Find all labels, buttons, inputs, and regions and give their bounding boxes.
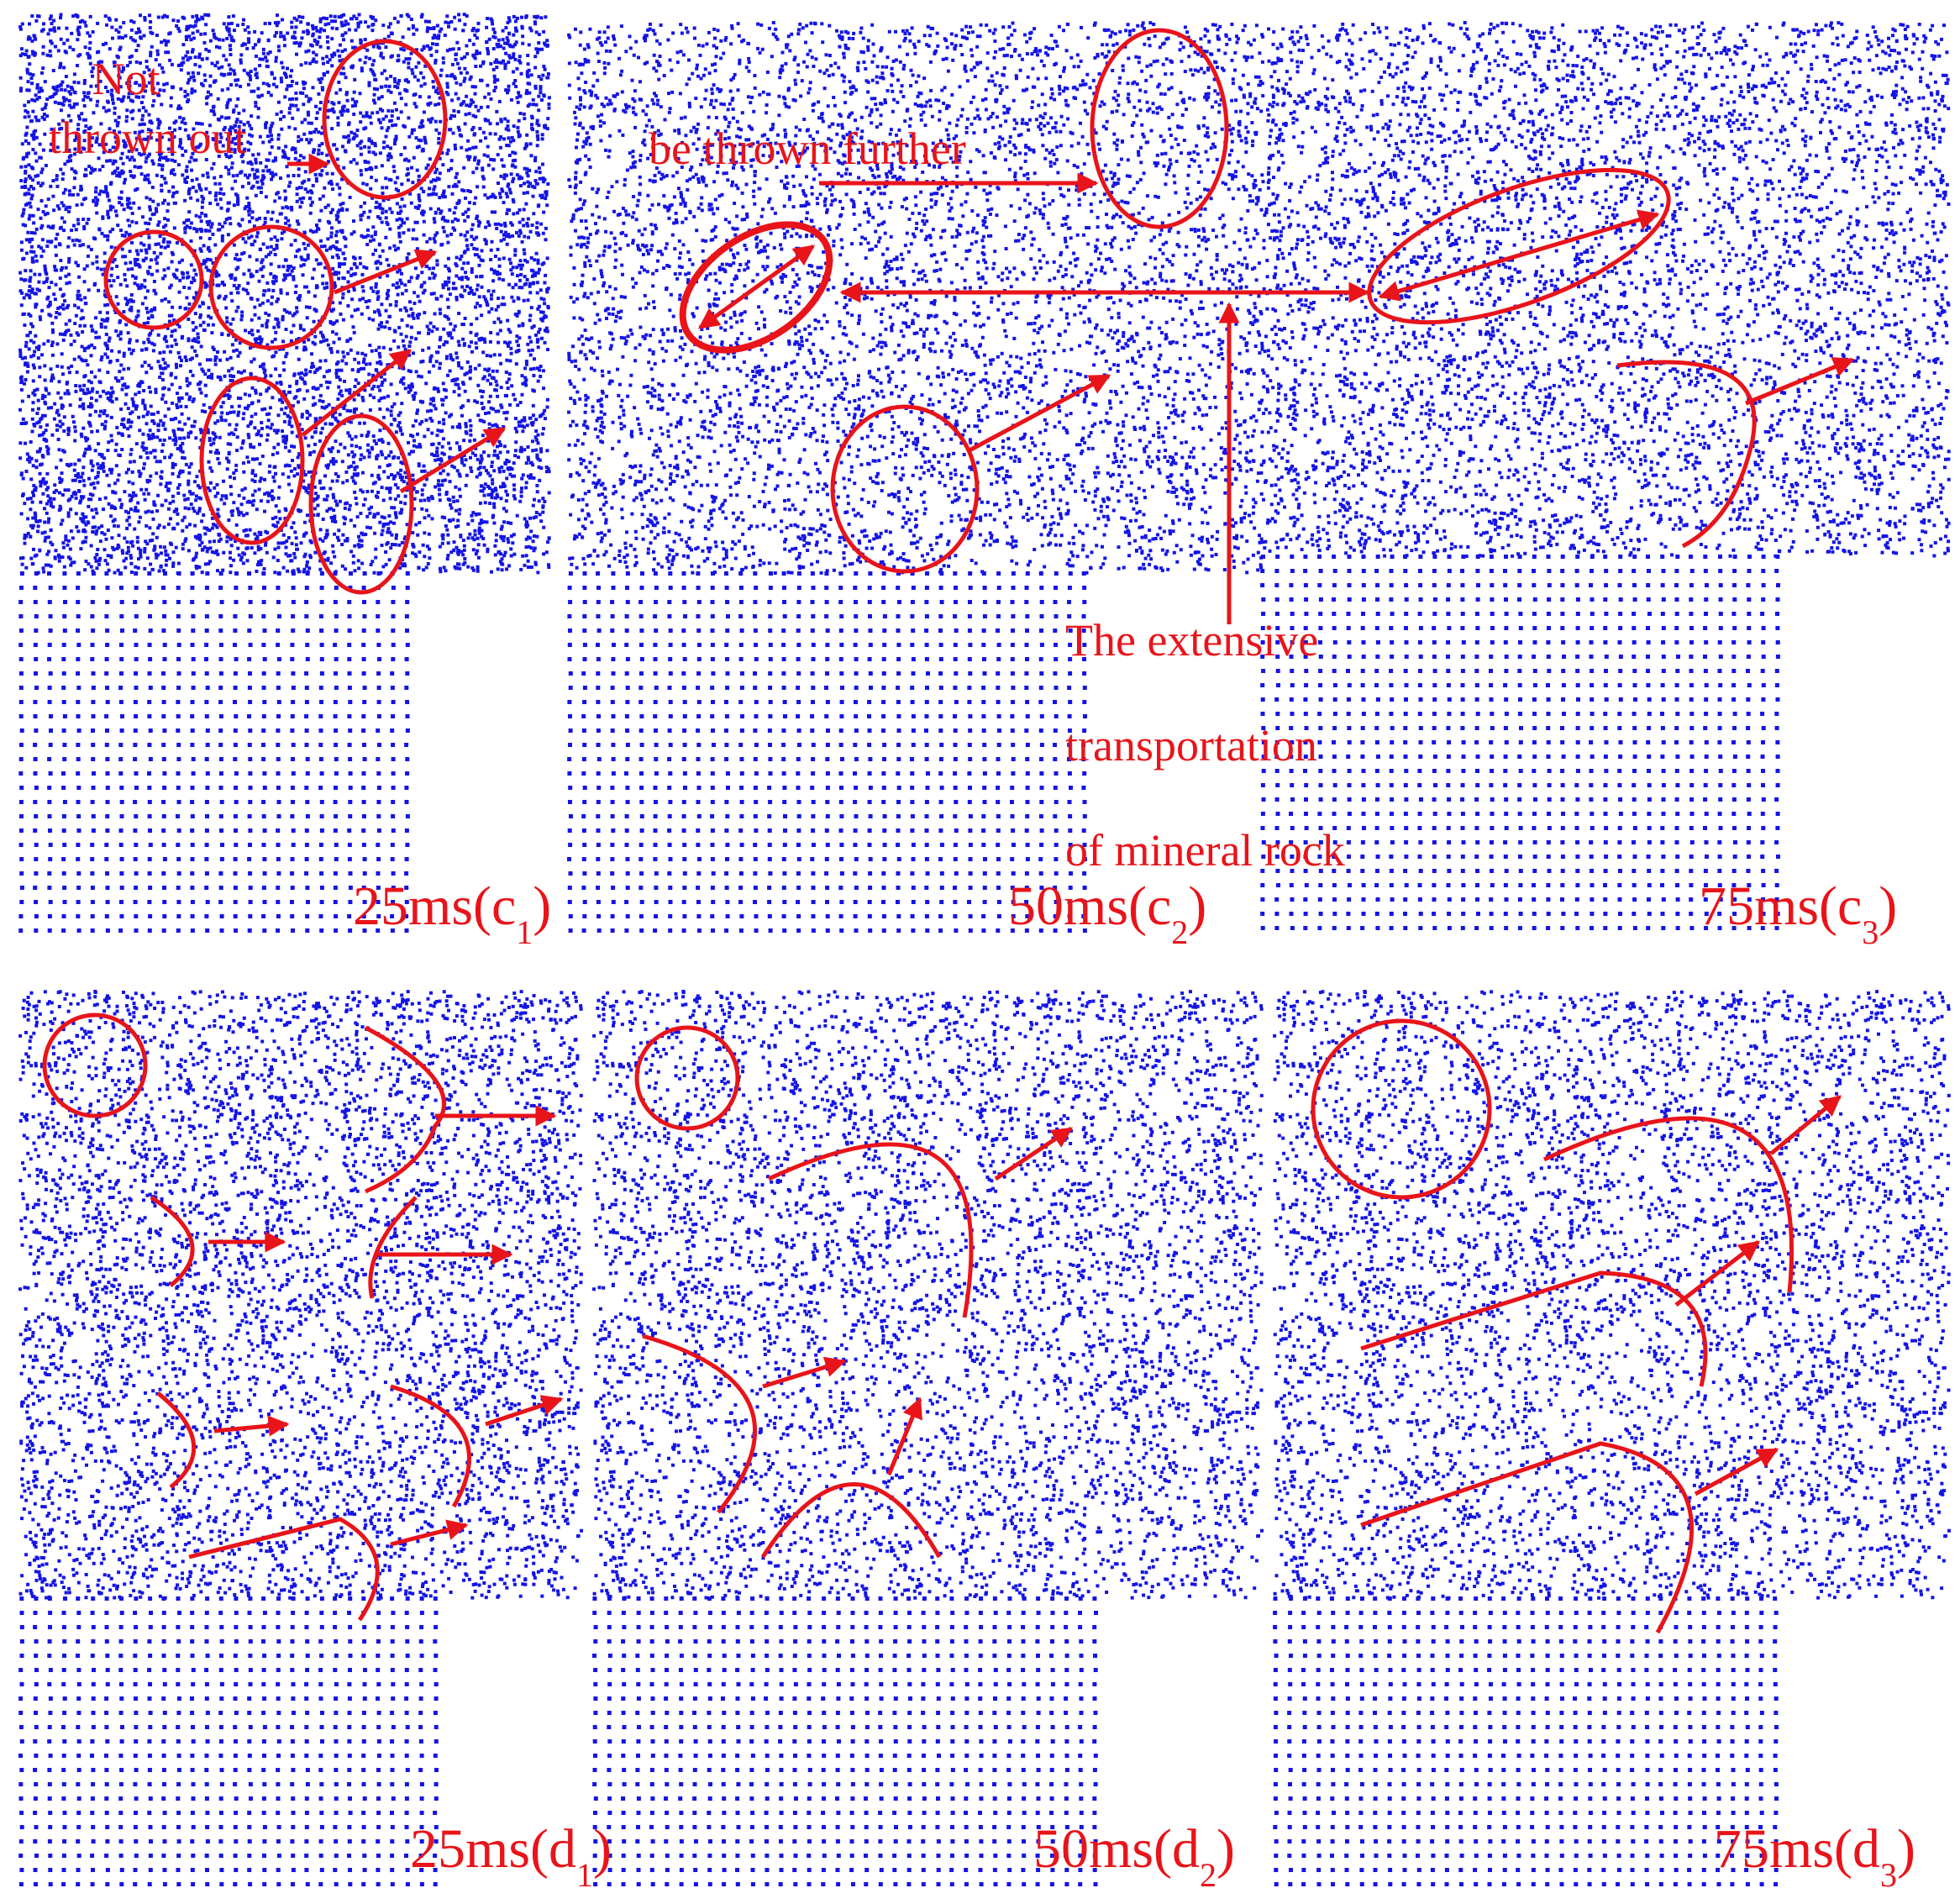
arc [364, 1025, 446, 1194]
label-close: ) [1216, 1818, 1235, 1880]
particle-grid [1260, 555, 1780, 930]
panel-label: 25ms(c1) [353, 876, 551, 951]
panel-labels: 25ms(c1) 50ms(c2) 75ms(c3)25ms(d1) 50ms(d2)… [353, 876, 1915, 1894]
label-text: 75ms(d [1714, 1818, 1880, 1880]
arrow [485, 1395, 564, 1427]
arrow [334, 249, 438, 295]
circle [634, 1025, 740, 1131]
arc [188, 1517, 380, 1622]
label-subscript: 1 [576, 1856, 593, 1894]
arrow [301, 349, 412, 437]
arc [156, 1391, 197, 1489]
circle [208, 224, 334, 350]
annotation: transportation [1065, 720, 1317, 771]
arrow [1769, 1095, 1842, 1155]
arc [150, 1195, 195, 1287]
particle-cloud [18, 990, 583, 1600]
label-text: 50ms(d [1033, 1818, 1200, 1880]
annotation: thrown out [49, 113, 247, 163]
particle-cloud [567, 21, 1264, 575]
circle [1367, 167, 1671, 325]
label-subscript: 3 [1880, 1856, 1897, 1894]
arrow [1378, 209, 1660, 302]
arrow [399, 426, 507, 494]
arc [1360, 1441, 1695, 1634]
label-subscript: 2 [1171, 913, 1188, 951]
arrow [1745, 356, 1855, 406]
arrow [697, 244, 816, 330]
arrow [886, 1396, 923, 1475]
label-close: ) [593, 1818, 612, 1880]
annotation: be thrown further [649, 124, 966, 174]
arc [1616, 360, 1757, 549]
particle-clouds [18, 13, 1951, 1886]
particle-grid [18, 571, 410, 933]
label-text: 50ms(c [1008, 876, 1171, 937]
label-text: 75ms(c [1699, 876, 1862, 937]
particle-cloud [592, 990, 1264, 1600]
panel-label: 25ms(d1) [410, 1818, 612, 1894]
arc [642, 1333, 758, 1514]
arrow [994, 1126, 1074, 1181]
arc [1360, 1270, 1708, 1387]
arrow [1674, 1240, 1760, 1307]
circle [322, 39, 448, 200]
arc [368, 1196, 418, 1299]
circle [103, 229, 204, 330]
particle-grid [567, 571, 1087, 933]
particle-cloud [18, 13, 551, 576]
label-text: 25ms(d [410, 1818, 576, 1880]
annotation: of mineral rock [1065, 825, 1345, 876]
circle [1090, 28, 1229, 229]
circle [199, 376, 305, 545]
panel-label: 50ms(d2) [1033, 1818, 1235, 1894]
label-subscript: 3 [1862, 913, 1879, 951]
label-close: ) [1897, 1818, 1915, 1880]
circle [308, 413, 414, 595]
particle-cloud [1273, 990, 1951, 1600]
panel-label: 75ms(d3) [1714, 1818, 1915, 1894]
label-text: 25ms(c [353, 876, 516, 937]
arc [1542, 1116, 1794, 1293]
label-close: ) [533, 876, 551, 937]
circle [1311, 1018, 1492, 1200]
arrow [966, 373, 1111, 454]
annotations: Not thrown out be thrown further The ext… [42, 28, 1855, 1634]
annotation: Not [92, 54, 160, 104]
arc [760, 1482, 942, 1559]
arrow [1694, 1447, 1779, 1496]
circle [830, 404, 980, 574]
particle-grid [18, 1596, 439, 1886]
annotation: The extensive [1065, 615, 1318, 665]
arc [767, 1142, 974, 1318]
particle-grid [1273, 1596, 1779, 1886]
particle-grid [592, 1596, 1098, 1886]
panel-label: 50ms(c2) [1008, 876, 1206, 951]
particle-cloud [1260, 21, 1951, 558]
panel-label: 75ms(c3) [1699, 876, 1897, 951]
label-subscript: 2 [1200, 1856, 1216, 1894]
label-close: ) [1879, 876, 1897, 937]
label-subscript: 1 [516, 913, 533, 951]
circle [42, 1012, 148, 1118]
arrow [213, 1415, 290, 1437]
arc [390, 1384, 471, 1508]
arrow [762, 1356, 847, 1389]
label-close: ) [1188, 876, 1206, 937]
arrow [390, 1519, 469, 1547]
